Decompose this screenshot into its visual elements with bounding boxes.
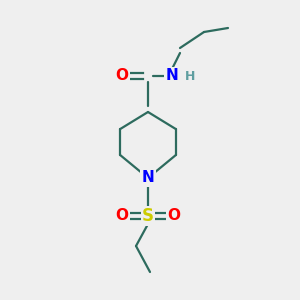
Text: O: O — [167, 208, 181, 224]
Text: S: S — [142, 207, 154, 225]
Text: O: O — [116, 68, 128, 83]
Text: N: N — [142, 170, 154, 185]
Text: H: H — [185, 70, 195, 83]
Text: N: N — [166, 68, 178, 83]
Text: O: O — [116, 208, 128, 224]
